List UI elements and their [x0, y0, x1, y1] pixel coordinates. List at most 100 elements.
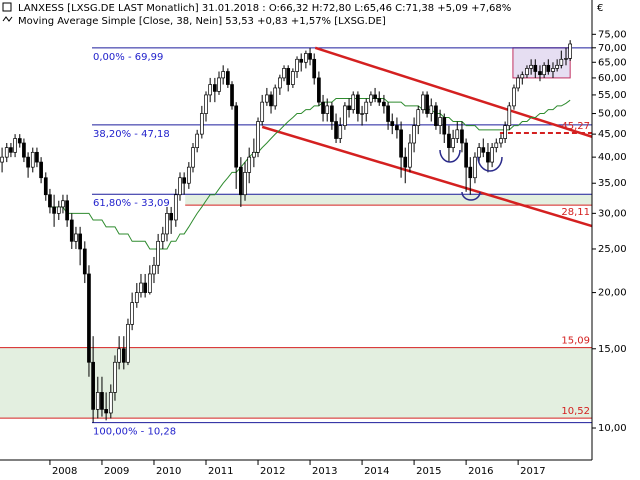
candle-body [199, 113, 204, 135]
fib-label: 38,20% - 47,18 [93, 129, 170, 140]
candle-body [273, 87, 278, 107]
candle-body [230, 84, 234, 107]
y-tick-label: 55,00 [598, 90, 627, 101]
candle-body [412, 125, 416, 144]
candle-body [442, 117, 447, 135]
candle-body [351, 94, 356, 111]
candle-body [559, 58, 564, 66]
candle-body [299, 58, 304, 63]
candle-body [169, 213, 173, 221]
candle-body [377, 98, 382, 103]
candle-body [321, 101, 325, 114]
candle-body [416, 109, 421, 126]
plot: 0,00% - 69,99 38,20% - 47,18 61,80% - 33,0… [0, 40, 593, 438]
x-tick-label: 2016 [468, 466, 493, 477]
candle-body [364, 101, 369, 114]
pattern-arc [477, 156, 503, 172]
candle-body [156, 240, 160, 266]
price-level-label: 10,52 [561, 406, 590, 417]
fib-label: 61,80% - 33,09 [93, 198, 170, 209]
candle-body [512, 87, 516, 107]
candle-body [429, 105, 434, 114]
candle-body [43, 177, 48, 196]
x-tick-label: 2013 [312, 466, 337, 477]
candle-body [226, 71, 230, 85]
candle-body [438, 117, 442, 126]
y-tick-label: 65,00 [598, 57, 627, 68]
candle-body [0, 156, 4, 163]
candle-body [30, 151, 35, 168]
moving-average [49, 98, 571, 250]
candle-body [74, 233, 78, 242]
candle-body [56, 206, 61, 214]
y-tick-label: 70,00 [598, 43, 627, 54]
candle-body [4, 147, 9, 158]
y-tick-label: 45,00 [598, 129, 627, 140]
candle-body [39, 161, 43, 179]
candle-body [113, 361, 117, 393]
candle-body [69, 219, 74, 242]
candle-body [26, 156, 30, 168]
candle-body [343, 105, 347, 126]
candle-body [121, 348, 126, 363]
candle-body [564, 58, 568, 60]
candle-body [269, 94, 273, 107]
candle-body [243, 172, 247, 196]
candle-body [369, 94, 373, 103]
candle-body [546, 64, 551, 72]
pattern-arc [439, 149, 461, 163]
candle-body [130, 302, 134, 325]
candle-body [325, 105, 330, 114]
candle-body [447, 133, 451, 148]
candle-body [143, 282, 147, 293]
candle-body [147, 273, 152, 293]
candle-body [347, 105, 351, 111]
fib-label: 100,00% - 10,28 [93, 427, 176, 438]
candle-body [204, 94, 208, 114]
candle-body [455, 129, 460, 139]
candle-body [533, 64, 538, 72]
x-tick-label: 2011 [208, 466, 233, 477]
candle-body [52, 206, 56, 214]
candle-body [525, 68, 529, 76]
candle-body [195, 133, 200, 148]
candle-body [291, 71, 295, 85]
candle-body [338, 125, 343, 139]
candle-body [503, 125, 507, 139]
candle-body [555, 64, 559, 69]
candle-body [22, 142, 26, 158]
candle-body [35, 151, 39, 163]
currency: € [597, 3, 603, 14]
candle-body [460, 129, 464, 144]
price-level-label: 45,27 [561, 121, 590, 132]
pattern-arc [461, 191, 481, 201]
candle-body [65, 200, 69, 221]
candle-body [317, 77, 321, 103]
y-tick-label: 40,00 [598, 152, 627, 163]
y-tick-label: 25,00 [598, 244, 627, 255]
x-tick-label: 2017 [520, 466, 545, 477]
candle-body [551, 68, 555, 72]
candle-body [212, 84, 217, 92]
candle-body [17, 138, 22, 144]
candle-body [451, 138, 455, 148]
candle-body [256, 121, 260, 153]
x-tick-label: 2014 [364, 466, 389, 477]
candle-body [542, 64, 546, 76]
candle-body [330, 105, 334, 122]
candle-body [208, 84, 213, 96]
candle-body [134, 292, 139, 303]
candle-body [126, 323, 130, 363]
candle-body [152, 264, 156, 275]
y-tick-label: 60,00 [598, 73, 627, 84]
candle-body [529, 64, 533, 69]
candle-body [265, 94, 269, 103]
candle-body [165, 213, 169, 235]
candle-body [48, 194, 52, 208]
y-tick-label: 15,00 [598, 344, 627, 355]
candle-body [108, 392, 113, 414]
candle-body [399, 129, 403, 158]
candle-body [395, 125, 399, 131]
ma-legend: Moving Average Simple [Close, 38, Nein] … [18, 16, 386, 27]
